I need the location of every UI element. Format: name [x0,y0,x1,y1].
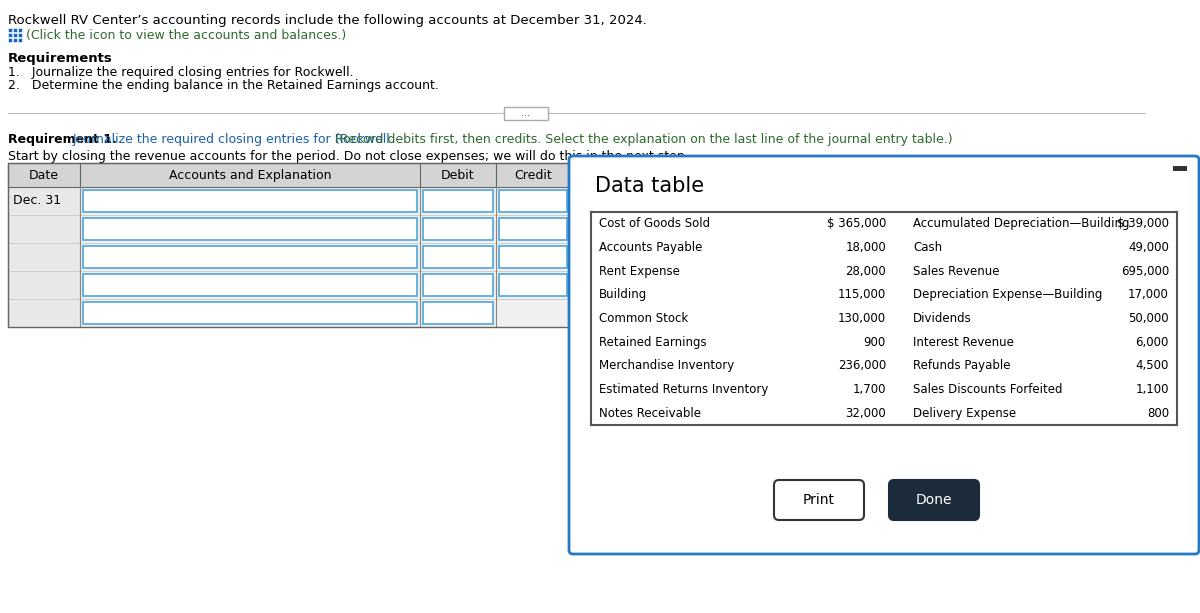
Text: Done: Done [916,493,953,507]
Text: Accounts and Explanation: Accounts and Explanation [169,169,331,182]
Text: Print: Print [803,493,835,507]
Bar [424,274,493,296]
Text: 50,000: 50,000 [1128,312,1169,325]
Text: 900: 900 [864,336,886,349]
Text: 1,100: 1,100 [1135,383,1169,396]
Text: (Click the icon to view the accounts and balances.): (Click the icon to view the accounts and… [26,29,347,42]
Text: 6,000: 6,000 [1135,336,1169,349]
Bar [499,218,568,240]
Text: Credit: Credit [514,169,552,182]
Bar [8,163,570,187]
Bar [83,218,418,240]
Text: Requirement 1.: Requirement 1. [8,133,116,146]
Text: Start by closing the revenue accounts for the period. Do not close expenses; we : Start by closing the revenue accounts fo… [8,150,689,163]
Text: 800: 800 [1147,406,1169,420]
Text: 1.   Journalize the required closing entries for Rockwell.: 1. Journalize the required closing entri… [8,66,354,79]
Bar [8,33,12,37]
Text: Building: Building [599,288,647,302]
Text: Rockwell RV Center’s accounting records include the following accounts at Decemb: Rockwell RV Center’s accounting records … [8,14,647,27]
Text: (Record debits first, then credits. Select the explanation on the last line of t: (Record debits first, then credits. Sele… [331,133,953,146]
Text: Accounts Payable: Accounts Payable [599,241,702,254]
Text: $ 365,000: $ 365,000 [827,218,886,230]
Bar [499,190,568,212]
Bar [504,107,548,120]
Text: 32,000: 32,000 [845,406,886,420]
Text: 130,000: 130,000 [838,312,886,325]
Text: Sales Discounts Forfeited: Sales Discounts Forfeited [913,383,1062,396]
FancyBboxPatch shape [774,480,864,520]
Bar [80,187,570,327]
Text: Cash: Cash [913,241,942,254]
Text: Refunds Payable: Refunds Payable [913,359,1010,372]
Text: Common Stock: Common Stock [599,312,689,325]
Text: 115,000: 115,000 [838,288,886,302]
Text: 18,000: 18,000 [845,241,886,254]
Bar [8,163,570,327]
Text: Data table: Data table [595,176,704,196]
Bar [1174,166,1187,171]
Bar [13,33,17,37]
Bar [424,302,493,324]
Text: Rent Expense: Rent Expense [599,265,680,278]
Bar [499,274,568,296]
Bar [83,274,418,296]
Text: 28,000: 28,000 [845,265,886,278]
Bar [18,28,22,32]
FancyBboxPatch shape [569,156,1199,554]
Bar [13,28,17,32]
Text: Interest Revenue: Interest Revenue [913,336,1014,349]
Bar [424,190,493,212]
Text: $ 39,000: $ 39,000 [1117,218,1169,230]
Bar [424,218,493,240]
Text: Dividends: Dividends [913,312,972,325]
Bar [83,246,418,268]
Text: 4,500: 4,500 [1135,359,1169,372]
Bar [83,190,418,212]
Bar [424,246,493,268]
Text: ...: ... [522,108,530,118]
Bar [8,187,80,327]
Text: Journalize the required closing entries for Rockwell.: Journalize the required closing entries … [73,133,395,146]
Text: Retained Earnings: Retained Earnings [599,336,707,349]
Text: Debit: Debit [442,169,475,182]
FancyBboxPatch shape [889,480,979,520]
Bar [499,246,568,268]
Text: Notes Receivable: Notes Receivable [599,406,701,420]
Text: Requirements: Requirements [8,52,113,65]
Text: Sales Revenue: Sales Revenue [913,265,1000,278]
Text: Merchandise Inventory: Merchandise Inventory [599,359,734,372]
Text: Dec. 31: Dec. 31 [13,194,61,207]
Bar [18,33,22,37]
Bar [83,302,418,324]
Text: 695,000: 695,000 [1121,265,1169,278]
Text: Accumulated Depreciation—Building: Accumulated Depreciation—Building [913,218,1129,230]
Text: 17,000: 17,000 [1128,288,1169,302]
Text: 2.   Determine the ending balance in the Retained Earnings account.: 2. Determine the ending balance in the R… [8,79,439,92]
Text: 1,700: 1,700 [852,383,886,396]
Text: 49,000: 49,000 [1128,241,1169,254]
Text: Date: Date [29,169,59,182]
Bar [13,38,17,42]
Bar [8,38,12,42]
Text: Depreciation Expense—Building: Depreciation Expense—Building [913,288,1103,302]
Bar [8,28,12,32]
Text: 236,000: 236,000 [838,359,886,372]
Text: Cost of Goods Sold: Cost of Goods Sold [599,218,710,230]
Text: Estimated Returns Inventory: Estimated Returns Inventory [599,383,768,396]
Text: Delivery Expense: Delivery Expense [913,406,1016,420]
Bar [18,38,22,42]
